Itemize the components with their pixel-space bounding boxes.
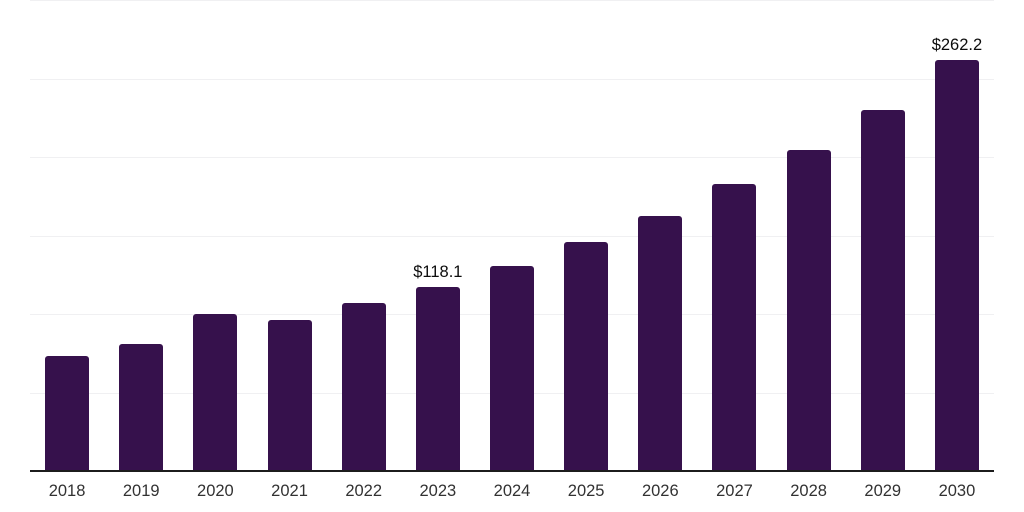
x-axis-label-2030: 2030 [938, 482, 976, 500]
data-label-2030: $262.2 [931, 36, 983, 55]
bar-2026 [638, 215, 683, 472]
x-axis-label-2025: 2025 [567, 482, 605, 500]
x-axis-label-2018: 2018 [48, 482, 86, 500]
data-label-2023: $118.1 [413, 262, 463, 281]
x-axis-label-2022: 2022 [345, 482, 383, 500]
x-axis-label-2023: 2023 [419, 482, 457, 500]
x-axis-label-2026: 2026 [641, 482, 679, 500]
bar-2019 [119, 344, 164, 472]
bar-2020 [193, 313, 238, 472]
bar-2021 [267, 319, 312, 472]
plot-area: $118.1 $262.2 [30, 0, 994, 472]
gridline [30, 78, 994, 80]
x-axis-label-2027: 2027 [716, 482, 753, 500]
bar-2030 [934, 60, 979, 472]
bar-2024 [490, 265, 534, 472]
bar-2018 [45, 356, 90, 472]
bar-2023 [415, 286, 460, 472]
bar-2022 [341, 303, 386, 472]
x-axis-label-2021: 2021 [271, 482, 308, 500]
x-axis-label-2029: 2029 [864, 482, 902, 500]
x-axis: 2018 2019 2020 2021 2022 2023 2024 2025 2026 2027… [30, 482, 994, 508]
x-axis-label-2024: 2024 [493, 482, 531, 500]
bar-2028 [786, 149, 831, 472]
bar-2025 [564, 242, 609, 472]
gridline [30, 0, 994, 1]
x-axis-label-2020: 2020 [197, 482, 234, 500]
x-axis-line [30, 470, 994, 472]
x-axis-label-2028: 2028 [790, 482, 827, 500]
bar-2027 [712, 183, 757, 472]
bar-2029 [860, 109, 905, 472]
gridline [30, 235, 994, 237]
gridline [30, 157, 994, 159]
x-axis-label-2019: 2019 [122, 482, 160, 500]
